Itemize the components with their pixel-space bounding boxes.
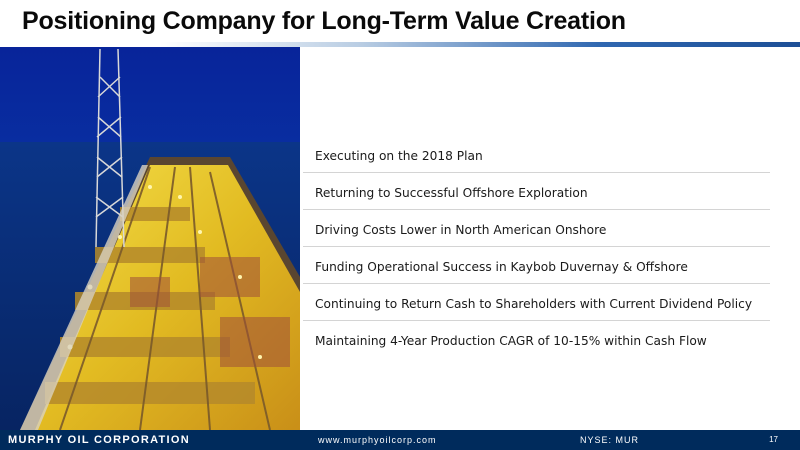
bullet-item: Driving Costs Lower in North American On… [303, 210, 770, 247]
bullet-item: Continuing to Return Cash to Shareholder… [303, 284, 770, 321]
bullet-item: Returning to Successful Offshore Explora… [303, 173, 770, 210]
bullet-item: Maintaining 4-Year Production CAGR of 10… [315, 334, 707, 348]
footer-company-name: MURPHY OIL CORPORATION [8, 434, 190, 446]
footer-bar: MURPHY OIL CORPORATION www.murphyoilcorp… [0, 430, 800, 450]
footer-ticker: NYSE: MUR [580, 435, 640, 445]
offshore-platform-photo [0, 47, 300, 430]
slide-title: Positioning Company for Long-Term Value … [22, 7, 626, 35]
bullet-item: Executing on the 2018 Plan [303, 136, 770, 173]
bullet-list: Executing on the 2018 Plan Returning to … [303, 136, 770, 357]
footer-website: www.murphyoilcorp.com [318, 435, 437, 445]
page-number: 17 [769, 435, 778, 444]
title-divider [0, 42, 800, 47]
bullet-item: Funding Operational Success in Kaybob Du… [303, 247, 770, 284]
